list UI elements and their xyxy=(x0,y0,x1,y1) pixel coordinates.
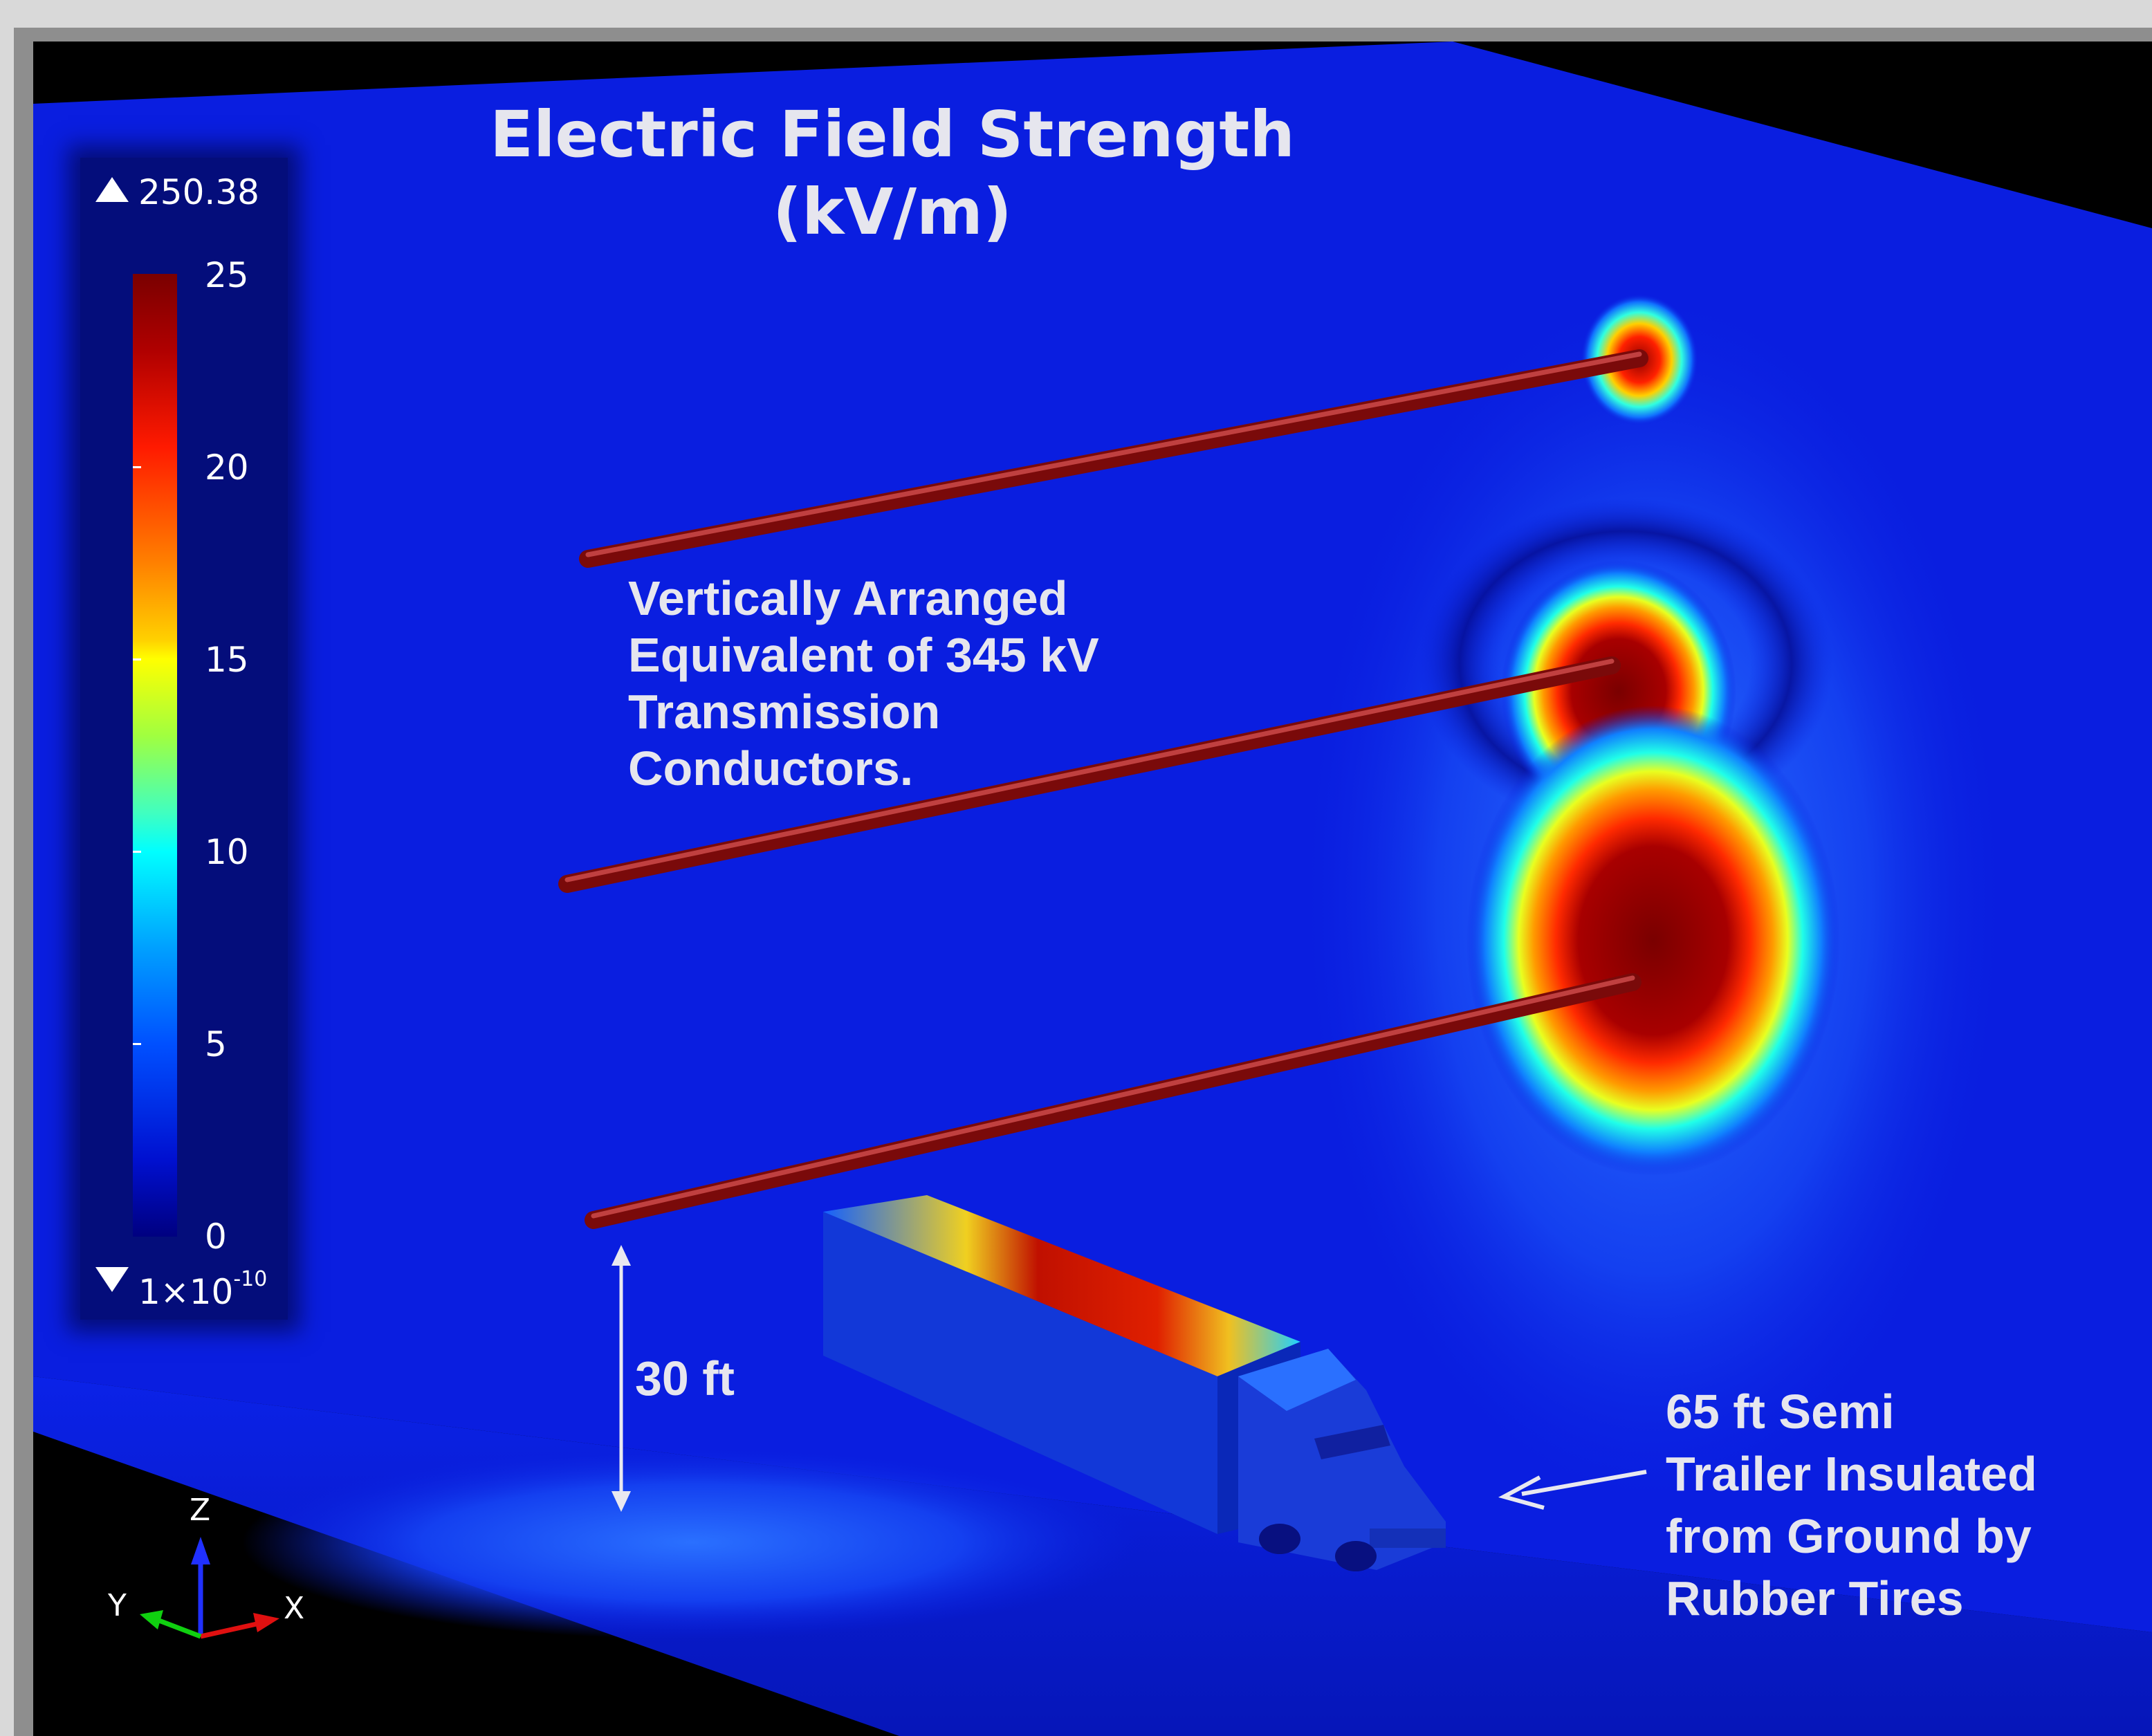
y-axis-line xyxy=(152,1616,202,1639)
floor-shadow xyxy=(33,1383,865,1736)
trailer-annotation: 65 ft Semi Trailer Insulated from Ground… xyxy=(1666,1385,2037,1625)
legend-tick-mark xyxy=(133,658,141,661)
x-axis-arrowhead xyxy=(253,1613,279,1632)
height-dimension-arrow xyxy=(611,1245,631,1512)
legend-tick-label: 20 xyxy=(205,447,249,488)
legend-tick-label: 5 xyxy=(205,1024,227,1064)
legend-tick-label: 15 xyxy=(205,640,249,680)
conductor-bottom xyxy=(585,973,1641,1229)
z-axis-arrowhead xyxy=(191,1537,210,1564)
legend-tick-label: 25 xyxy=(205,255,249,295)
legend-tick-mark xyxy=(133,466,141,468)
cab-roof xyxy=(1238,1349,1356,1411)
min-triangle-icon xyxy=(95,1267,129,1292)
legend-min-label: 1×10-10 xyxy=(138,1267,268,1312)
conductor-bottom-highlight xyxy=(591,975,1635,1219)
cab-windshield xyxy=(1314,1425,1390,1459)
legend-max-label: 250.38 xyxy=(138,172,259,212)
axis-triad xyxy=(140,1537,279,1639)
conductor-annotation: Vertically Arranged Equivalent of 345 kV… xyxy=(628,571,1099,795)
conductor-middle-highlight xyxy=(564,658,1615,883)
chart-units: (kV/m) xyxy=(773,175,1012,249)
floor-glow xyxy=(242,1446,1141,1639)
cab-bumper xyxy=(1370,1529,1446,1548)
conductor-top-highlight xyxy=(585,351,1642,557)
y-axis-arrowhead xyxy=(140,1610,163,1629)
color-legend-bar xyxy=(133,274,177,1237)
trailer-pointer-arrow xyxy=(1498,1470,1647,1510)
color-legend xyxy=(80,158,288,1320)
conductor-middle xyxy=(558,656,1621,893)
legend-tick-mark xyxy=(133,851,141,853)
max-triangle-icon xyxy=(95,177,129,202)
conductor-top xyxy=(579,349,1648,568)
height-label: 30 ft xyxy=(635,1351,735,1405)
wheel-front xyxy=(1335,1541,1377,1571)
y-axis-label: Y xyxy=(108,1588,127,1623)
legend-tick-mark xyxy=(133,1043,141,1045)
semi-truck xyxy=(823,1195,1446,1571)
legend-tick-label: 0 xyxy=(205,1217,227,1257)
z-axis-label: Z xyxy=(190,1493,211,1528)
field-hotspot-lower xyxy=(1466,705,1840,1176)
x-axis-label: X xyxy=(284,1591,305,1626)
trailer-top xyxy=(823,1195,1300,1376)
chart-title: Electric Field Strength xyxy=(490,98,1295,172)
x-axis-line xyxy=(200,1620,264,1639)
trailer-side xyxy=(823,1212,1217,1534)
legend-tick-label: 10 xyxy=(205,832,249,872)
wheel-rear xyxy=(1259,1524,1300,1554)
